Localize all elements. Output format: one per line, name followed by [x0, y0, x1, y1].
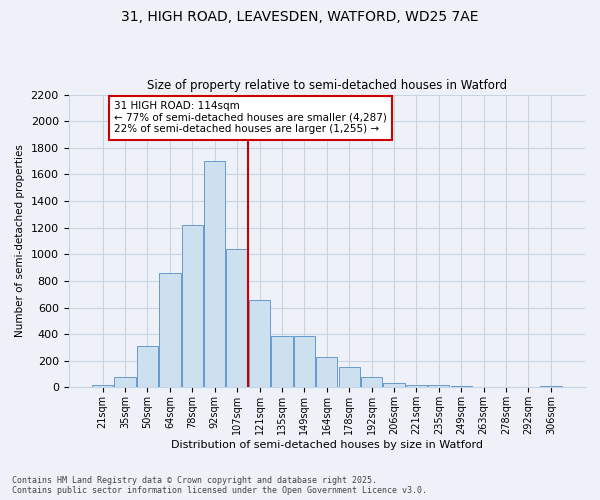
Bar	[361, 377, 382, 388]
Bar	[204, 161, 226, 388]
Bar	[92, 385, 113, 388]
Bar	[115, 378, 136, 388]
Bar	[473, 387, 494, 388]
Bar	[226, 249, 248, 388]
Bar	[540, 386, 562, 388]
Bar	[383, 384, 404, 388]
Bar	[271, 336, 293, 388]
Title: Size of property relative to semi-detached houses in Watford: Size of property relative to semi-detach…	[147, 79, 507, 92]
Text: 31, HIGH ROAD, LEAVESDEN, WATFORD, WD25 7AE: 31, HIGH ROAD, LEAVESDEN, WATFORD, WD25 …	[121, 10, 479, 24]
Bar	[137, 346, 158, 388]
Bar	[428, 386, 449, 388]
Text: 31 HIGH ROAD: 114sqm
← 77% of semi-detached houses are smaller (4,287)
22% of se: 31 HIGH ROAD: 114sqm ← 77% of semi-detac…	[114, 101, 387, 134]
Bar	[182, 225, 203, 388]
Text: Contains HM Land Registry data © Crown copyright and database right 2025.
Contai: Contains HM Land Registry data © Crown c…	[12, 476, 427, 495]
Bar	[406, 385, 427, 388]
Bar	[316, 357, 337, 388]
Bar	[451, 386, 472, 388]
Y-axis label: Number of semi-detached properties: Number of semi-detached properties	[15, 144, 25, 338]
Bar	[338, 368, 360, 388]
Bar	[159, 273, 181, 388]
Bar	[294, 336, 315, 388]
X-axis label: Distribution of semi-detached houses by size in Watford: Distribution of semi-detached houses by …	[171, 440, 483, 450]
Bar	[249, 300, 270, 388]
